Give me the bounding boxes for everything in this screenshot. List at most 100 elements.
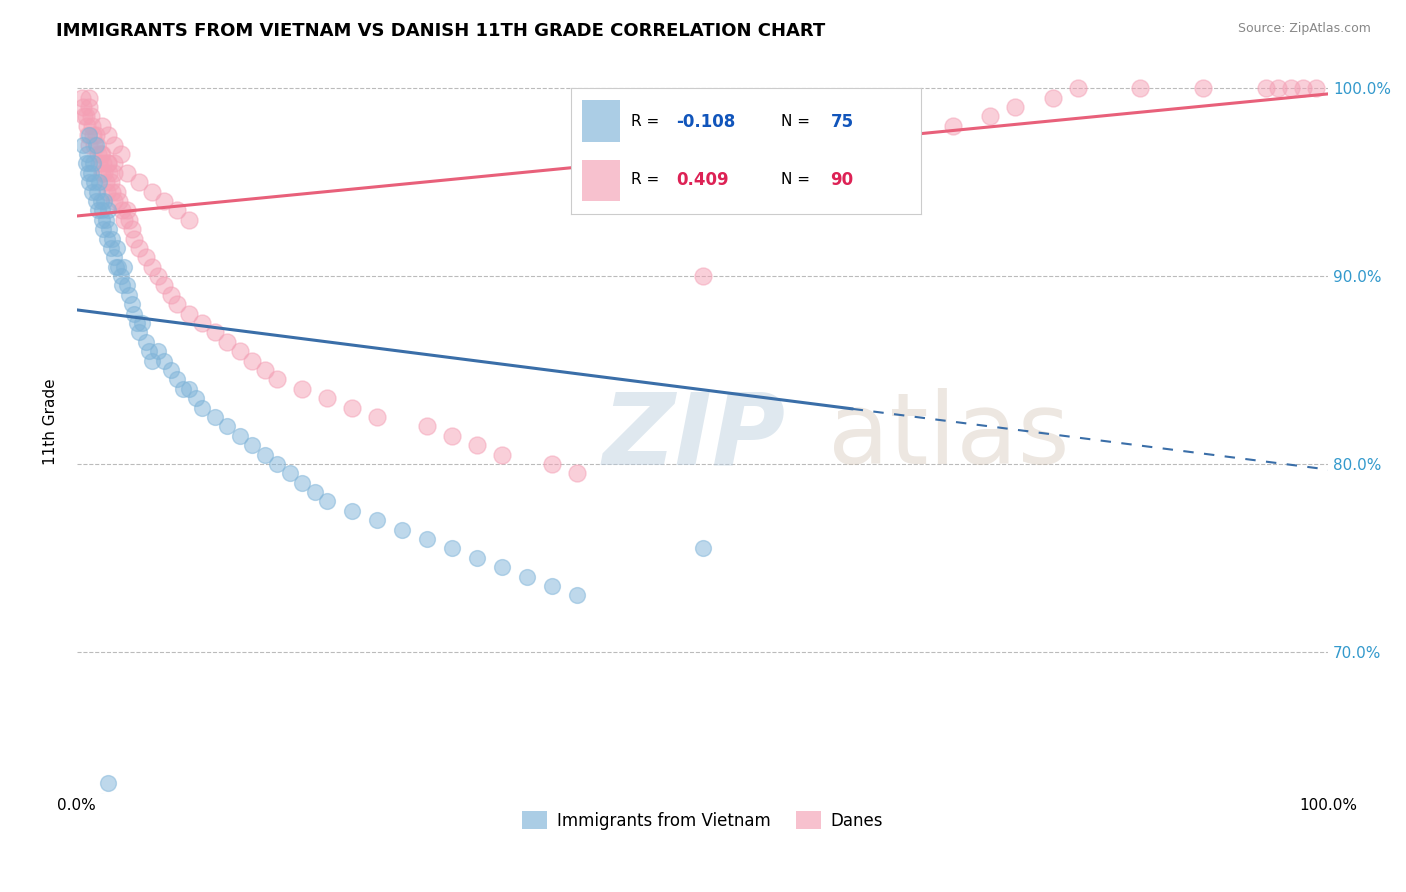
- Point: [291, 475, 314, 490]
- Point: [111, 278, 134, 293]
- Point: [316, 494, 339, 508]
- Point: [75, 110, 97, 124]
- Point: [184, 391, 207, 405]
- Point: [465, 438, 488, 452]
- Point: [153, 353, 176, 368]
- Text: Source: ZipAtlas.com: Source: ZipAtlas.com: [1237, 22, 1371, 36]
- Point: [465, 550, 488, 565]
- Point: [90, 203, 112, 218]
- Point: [112, 212, 135, 227]
- Point: [103, 137, 125, 152]
- Point: [1292, 81, 1315, 95]
- Point: [366, 513, 388, 527]
- Point: [879, 128, 901, 143]
- Point: [94, 175, 117, 189]
- Point: [89, 156, 111, 170]
- Point: [692, 269, 714, 284]
- Point: [96, 185, 118, 199]
- Point: [87, 147, 110, 161]
- Point: [93, 166, 115, 180]
- Point: [340, 401, 363, 415]
- Point: [91, 222, 114, 236]
- Point: [179, 307, 201, 321]
- Point: [159, 363, 181, 377]
- Point: [441, 429, 464, 443]
- Point: [115, 203, 138, 218]
- Point: [166, 297, 188, 311]
- Point: [86, 185, 108, 199]
- Point: [112, 260, 135, 274]
- Point: [266, 372, 288, 386]
- Point: [792, 137, 814, 152]
- Point: [90, 166, 112, 180]
- Point: [148, 344, 170, 359]
- Point: [103, 156, 125, 170]
- Point: [87, 203, 110, 218]
- Point: [215, 334, 238, 349]
- Point: [692, 541, 714, 556]
- Point: [204, 409, 226, 424]
- Point: [191, 401, 214, 415]
- Point: [90, 194, 112, 208]
- Point: [79, 128, 101, 143]
- Point: [96, 231, 118, 245]
- Point: [1042, 90, 1064, 104]
- Point: [253, 448, 276, 462]
- Point: [91, 156, 114, 170]
- Point: [141, 260, 163, 274]
- Point: [1279, 81, 1302, 95]
- Point: [125, 316, 148, 330]
- Point: [73, 110, 96, 124]
- Point: [124, 307, 146, 321]
- Point: [491, 560, 513, 574]
- Point: [93, 194, 115, 208]
- Point: [76, 119, 98, 133]
- Point: [80, 185, 103, 199]
- Point: [97, 156, 120, 170]
- Point: [166, 203, 188, 218]
- Point: [84, 128, 107, 143]
- Point: [179, 382, 201, 396]
- Point: [76, 147, 98, 161]
- Point: [340, 504, 363, 518]
- Point: [107, 260, 129, 274]
- Point: [135, 250, 157, 264]
- Point: [97, 203, 120, 218]
- Point: [70, 90, 93, 104]
- Point: [90, 147, 112, 161]
- Point: [89, 175, 111, 189]
- Point: [567, 589, 589, 603]
- Point: [103, 194, 125, 208]
- Point: [1004, 100, 1026, 114]
- Point: [103, 166, 125, 180]
- Legend: Immigrants from Vietnam, Danes: Immigrants from Vietnam, Danes: [515, 805, 890, 837]
- Point: [278, 467, 301, 481]
- Point: [204, 326, 226, 340]
- Point: [100, 241, 122, 255]
- Point: [72, 100, 94, 114]
- Point: [108, 194, 131, 208]
- Text: IMMIGRANTS FROM VIETNAM VS DANISH 11TH GRADE CORRELATION CHART: IMMIGRANTS FROM VIETNAM VS DANISH 11TH G…: [56, 22, 825, 40]
- Point: [366, 409, 388, 424]
- Point: [1067, 81, 1090, 95]
- Y-axis label: 11th Grade: 11th Grade: [44, 378, 58, 465]
- Point: [97, 776, 120, 790]
- Point: [104, 260, 127, 274]
- Point: [416, 532, 439, 546]
- Point: [77, 128, 100, 143]
- Point: [391, 523, 413, 537]
- Point: [118, 288, 141, 302]
- Point: [141, 353, 163, 368]
- Point: [215, 419, 238, 434]
- Point: [101, 231, 124, 245]
- Point: [118, 212, 141, 227]
- Point: [228, 344, 250, 359]
- Point: [110, 147, 132, 161]
- Point: [121, 222, 143, 236]
- Point: [131, 316, 153, 330]
- Point: [240, 438, 263, 452]
- Point: [98, 222, 121, 236]
- Point: [516, 569, 538, 583]
- Point: [128, 175, 150, 189]
- Point: [105, 185, 128, 199]
